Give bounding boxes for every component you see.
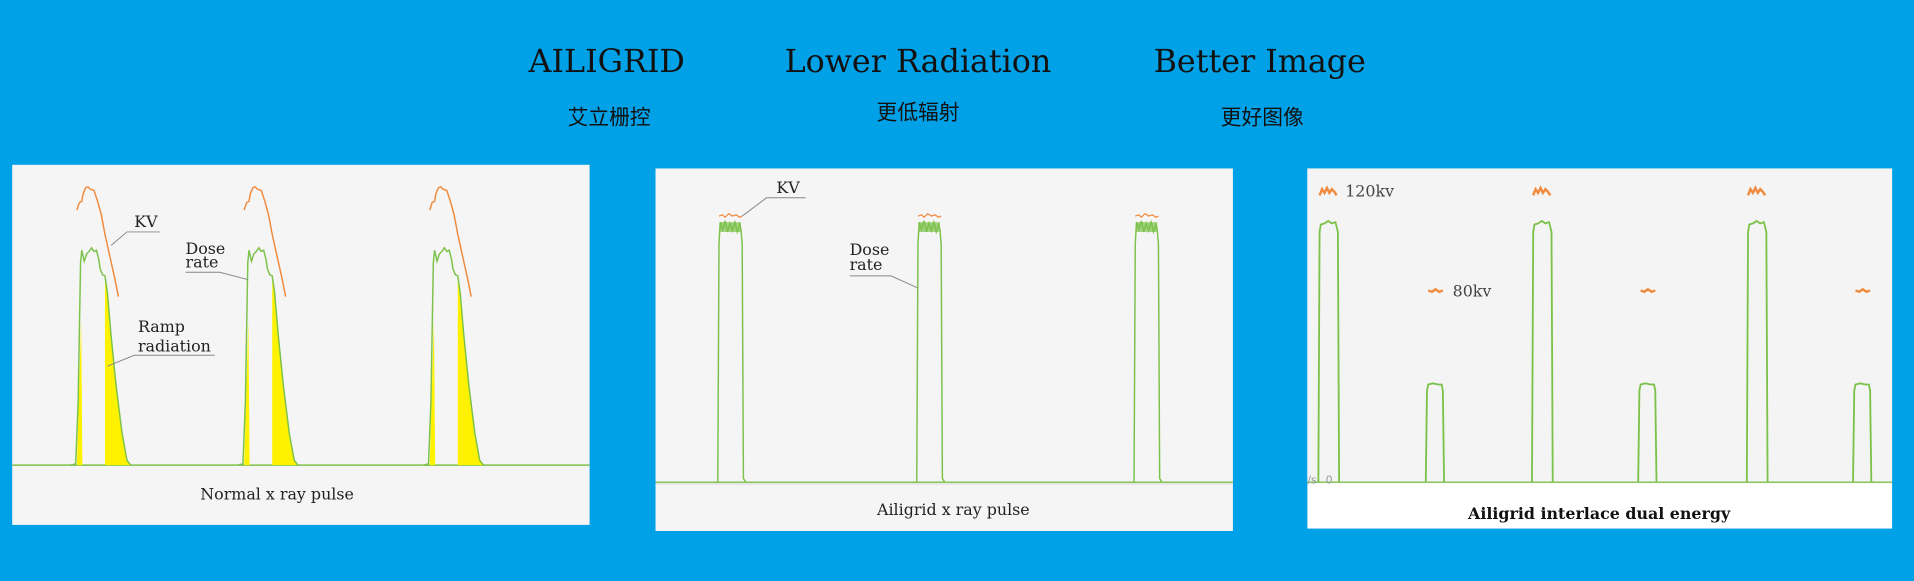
label-dose: Dose xyxy=(186,239,226,258)
caption-dual-energy: Ailigrid interlace dual energy xyxy=(1467,504,1731,523)
kv-curve xyxy=(76,185,120,297)
panel-dual-energy: 120kv 80kv /s 0 Ailigrid interlace dual … xyxy=(1307,168,1893,529)
label-dose: Dose xyxy=(850,240,890,259)
kv-leader-line xyxy=(741,197,806,217)
subheading-better-image: 更好图像 xyxy=(1220,106,1304,131)
heading-ailigrid: AILIGRID xyxy=(528,43,685,81)
label-rate: rate xyxy=(186,252,219,271)
kv-leader-line xyxy=(110,231,160,246)
high-energy-pulse xyxy=(1317,185,1341,483)
kv-mark xyxy=(1318,185,1338,196)
axis-unit: /s xyxy=(1307,473,1317,486)
kv-curve xyxy=(718,212,743,219)
plot-area xyxy=(1307,168,1893,484)
label-kv: KV xyxy=(776,178,800,197)
heading-lower-radiation: Lower Radiation xyxy=(784,43,1052,81)
panel-ailigrid-pulse: KV Dose rate Ailigrid x ray pulse xyxy=(655,168,1233,532)
caption-ailigrid: Ailigrid x ray pulse xyxy=(876,500,1030,519)
dose-leader-line xyxy=(185,271,248,281)
heading-better-image: Better Image xyxy=(1153,43,1366,81)
dose-rate-noise xyxy=(720,222,741,232)
dose-rate-curve xyxy=(70,246,132,466)
ramp-radiation-rise xyxy=(76,319,83,466)
ailigrid-pulse xyxy=(712,212,747,483)
low-energy-pulse xyxy=(1424,287,1446,483)
kv-mark xyxy=(1427,287,1444,294)
subheading-ailigrid: 艾立栅控 xyxy=(567,106,651,131)
dose-leader-line xyxy=(849,275,919,289)
label-kv: KV xyxy=(134,212,158,231)
caption-normal: Normal x ray pulse xyxy=(200,484,354,503)
ramp-leader-line xyxy=(107,354,215,367)
label-rate: rate xyxy=(850,255,883,274)
panel-background xyxy=(12,164,590,525)
axis-zero: 0 xyxy=(1326,473,1333,486)
label-120kv: 120kv xyxy=(1345,182,1394,201)
subheading-lower-radiation: 更低辐射 xyxy=(876,101,960,126)
label-80kv: 80kv xyxy=(1453,282,1492,301)
dose-rate-curve xyxy=(1317,219,1341,483)
dose-rate-curve xyxy=(1424,382,1446,483)
panel-normal-pulse: KV Dose rate Ramp radiation Normal x ray… xyxy=(12,164,590,525)
normal-pulse xyxy=(70,185,132,466)
label-ramp: Ramp xyxy=(138,317,185,336)
ramp-radiation-fall xyxy=(104,273,131,466)
label-radiation: radiation xyxy=(138,337,211,356)
